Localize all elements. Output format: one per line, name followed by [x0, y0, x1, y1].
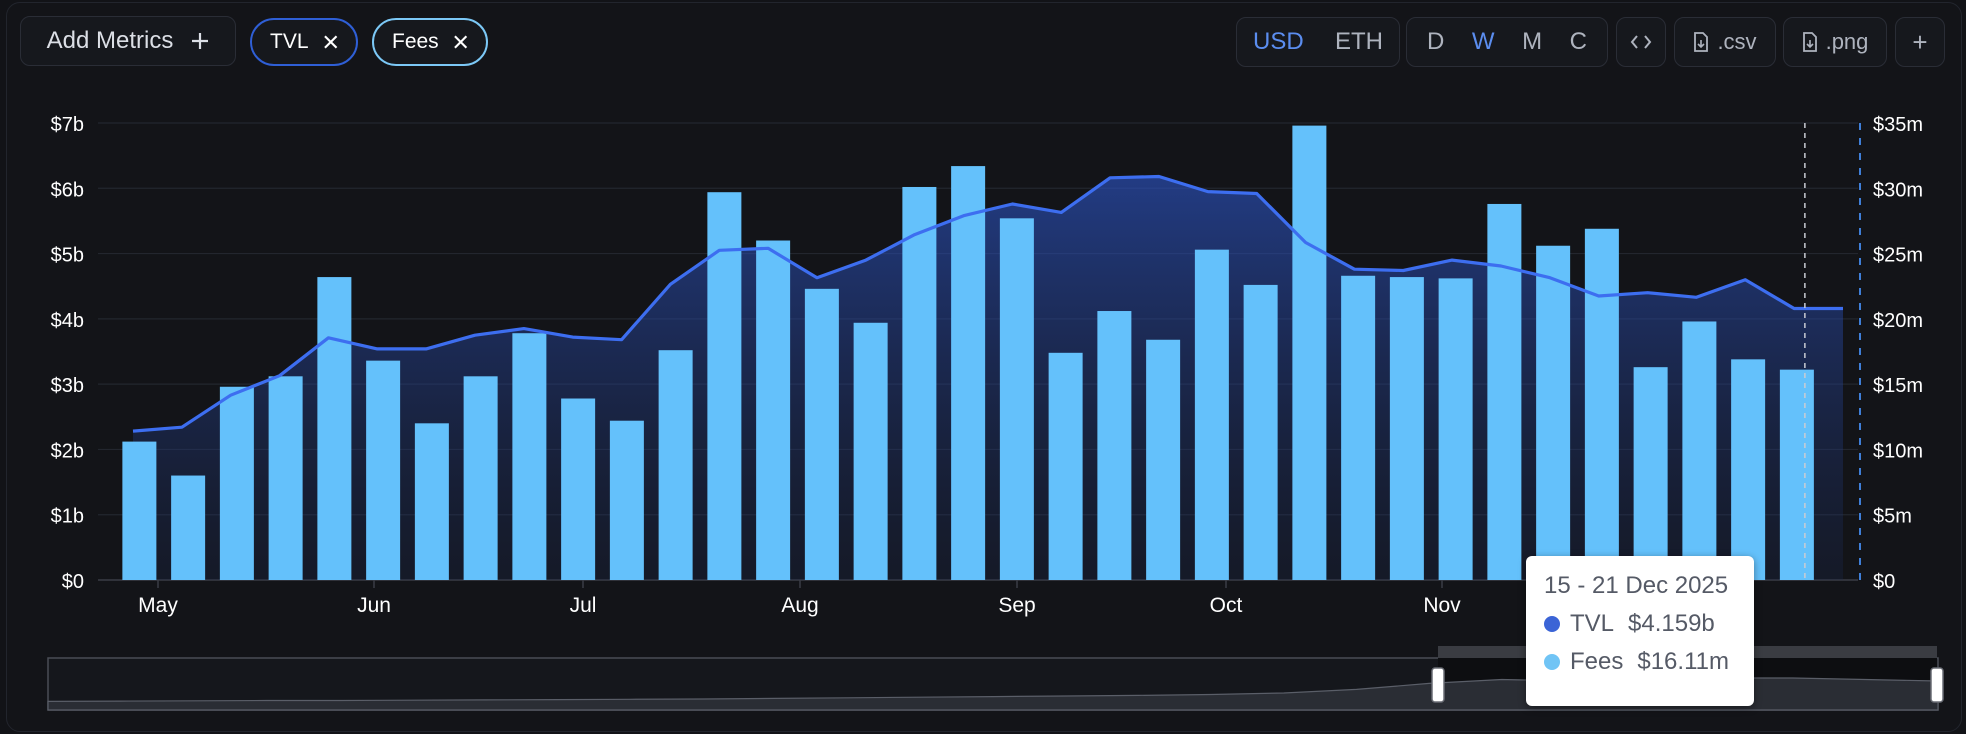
- fees-bar: [268, 376, 303, 580]
- fees-bar: [171, 475, 206, 580]
- fees-bar: [1584, 228, 1619, 580]
- tvl-line: [132, 174, 1843, 433]
- right-axis-tick-label: $20m: [1873, 310, 1923, 332]
- fees-bar: [951, 166, 986, 581]
- fees-bar: [853, 322, 888, 580]
- eth-option[interactable]: ETH: [1335, 28, 1383, 55]
- tooltip-fees-name: Fees: [1570, 648, 1624, 675]
- fees-bar: [463, 376, 498, 580]
- currency-toggle: USD ETH: [1236, 17, 1400, 67]
- x-axis-tick-label: Nov: [1423, 594, 1461, 617]
- fees-bar: [1438, 278, 1473, 580]
- more-label: +: [1912, 26, 1928, 57]
- close-icon[interactable]: [453, 34, 468, 50]
- right-axis-tick-label: $0: [1873, 571, 1895, 593]
- fees-bar: [1536, 245, 1571, 581]
- fees-bar: [756, 240, 791, 580]
- fees-bar: [804, 288, 839, 580]
- fees-bar: [1243, 284, 1278, 580]
- fees-chip-label: Fees: [392, 30, 439, 53]
- csv-label: .csv: [1717, 29, 1757, 54]
- fees-bar: [1682, 321, 1717, 580]
- right-axis-tick-label: $5m: [1873, 506, 1912, 528]
- fees-bar: [1341, 275, 1376, 580]
- period-monthly[interactable]: M: [1522, 28, 1543, 55]
- right-axis-tick-label: $25m: [1873, 245, 1923, 267]
- tooltip-date: 15 - 21 Dec 2025: [1544, 572, 1729, 599]
- download-png-button[interactable]: .png: [1783, 17, 1887, 67]
- fees-bar: [219, 386, 254, 580]
- period-cumulative[interactable]: C: [1569, 28, 1587, 55]
- tooltip-tvl-value: $4.159b: [1628, 610, 1715, 637]
- left-axis-tick-label: $4b: [51, 310, 84, 332]
- tvl-chip-label: TVL: [270, 30, 309, 53]
- fees-bar: [609, 420, 644, 580]
- code-icon: [1630, 35, 1652, 49]
- fees-bar: [512, 333, 547, 580]
- x-axis-tick-label: Jun: [357, 594, 391, 617]
- left-axis-tick-label: $2b: [51, 440, 84, 462]
- fees-bar: [1389, 277, 1424, 580]
- right-axis-tick-label: $35m: [1873, 114, 1923, 136]
- fees-bar: [317, 277, 352, 580]
- fees-bar: [1097, 311, 1132, 580]
- more-options-button[interactable]: +: [1895, 17, 1945, 67]
- fees-bar: [1292, 125, 1327, 581]
- usd-option[interactable]: USD: [1253, 28, 1304, 55]
- fees-bar: [1731, 359, 1766, 580]
- hover-tooltip: 15 - 21 Dec 2025 TVL $4.159b Fees $16.11…: [1526, 556, 1754, 706]
- tooltip-tvl-name: TVL: [1570, 610, 1615, 637]
- period-toggle: D W M C: [1406, 17, 1608, 67]
- plus-icon: [192, 33, 209, 49]
- range-handle-right[interactable]: [1930, 667, 1944, 703]
- tooltip-fees-value: $16.11m: [1637, 648, 1729, 675]
- left-axis-tick-label: $3b: [51, 375, 84, 397]
- left-axis-tick-label: $6b: [51, 179, 84, 201]
- add-metrics-label: Add Metrics: [46, 27, 174, 54]
- x-axis-tick-label: Aug: [781, 594, 818, 617]
- fees-bar: [902, 186, 937, 581]
- tvl-legend-dot: [1544, 616, 1560, 632]
- tooltip-row-tvl: TVL $4.159b: [1544, 610, 1736, 638]
- fees-bar: [1487, 203, 1522, 580]
- right-axis-tick-label: $30m: [1873, 179, 1923, 201]
- close-icon[interactable]: [323, 34, 338, 50]
- fees-metric-chip[interactable]: Fees: [372, 18, 488, 66]
- fees-bar: [1779, 369, 1814, 580]
- fees-bar: [561, 398, 596, 580]
- range-handle-left[interactable]: [1431, 667, 1445, 703]
- period-daily[interactable]: D: [1427, 28, 1445, 55]
- period-weekly[interactable]: W: [1471, 28, 1495, 55]
- tooltip-row-fees: Fees $16.11m: [1544, 648, 1736, 676]
- right-axis-tick-label: $10m: [1873, 440, 1923, 462]
- fees-bar: [1048, 352, 1083, 580]
- png-label: .png: [1825, 29, 1869, 54]
- x-axis-tick-label: Sep: [998, 594, 1035, 617]
- fees-bar: [658, 350, 693, 580]
- fees-bar: [1633, 367, 1668, 580]
- download-csv-button[interactable]: .csv: [1674, 17, 1776, 67]
- tvl-metric-chip[interactable]: TVL: [250, 18, 358, 66]
- x-axis-tick-label: Oct: [1210, 594, 1243, 617]
- x-axis-tick-label: May: [138, 594, 178, 617]
- left-axis-tick-label: $5b: [51, 245, 84, 267]
- x-axis-tick-label: Jul: [570, 594, 597, 617]
- fees-bar: [414, 423, 449, 580]
- add-metrics-button[interactable]: Add Metrics: [20, 16, 236, 66]
- fees-legend-dot: [1544, 654, 1560, 670]
- embed-button[interactable]: [1616, 17, 1666, 67]
- left-axis-tick-label: $7b: [51, 114, 84, 136]
- fees-bar: [1146, 339, 1181, 580]
- fees-bar: [1194, 249, 1229, 580]
- fees-bar: [366, 360, 401, 580]
- fees-bar: [707, 192, 742, 580]
- file-download-icon: [1694, 32, 1709, 52]
- left-axis-tick-label: $1b: [51, 506, 84, 528]
- fees-bar: [122, 441, 157, 580]
- right-axis-tick-label: $15m: [1873, 375, 1923, 397]
- fees-bar: [999, 218, 1034, 580]
- file-download-icon: [1802, 32, 1817, 52]
- left-axis-tick-label: $0: [62, 571, 84, 593]
